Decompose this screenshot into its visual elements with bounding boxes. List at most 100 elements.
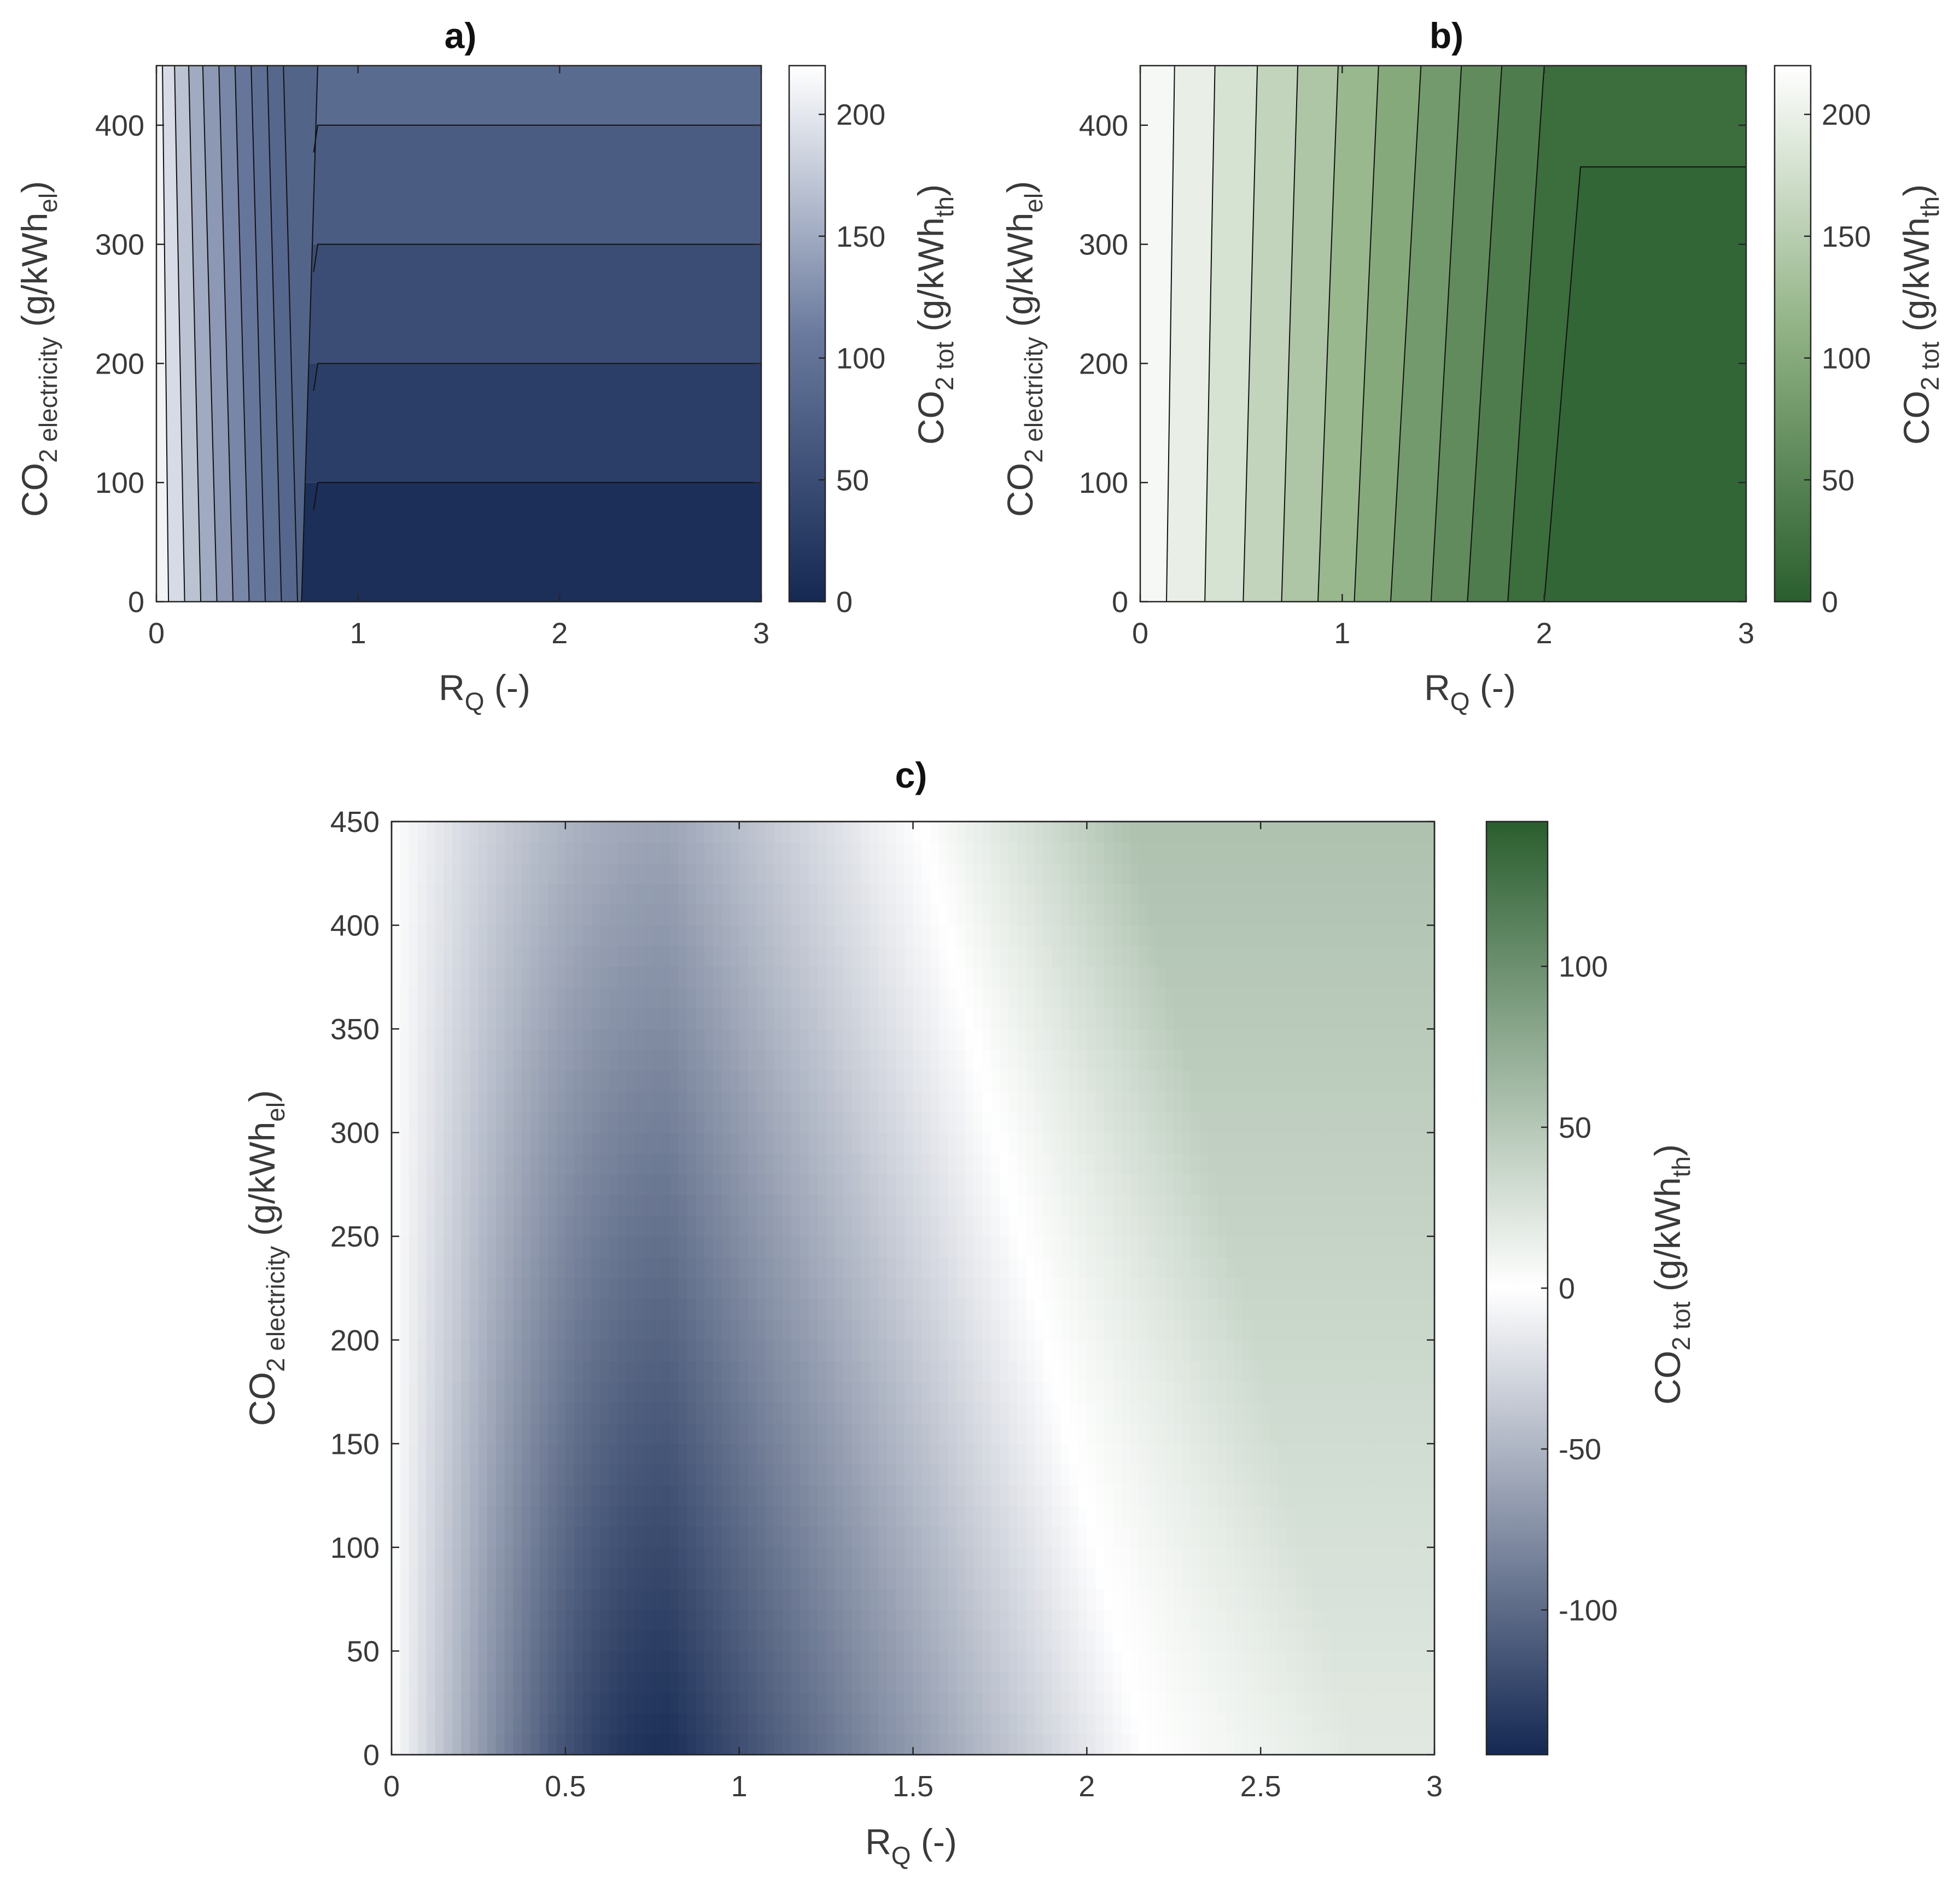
panel-c-heatmap-cell (870, 1070, 879, 1092)
panel-c-heatmap-cell (748, 1713, 757, 1734)
panel-c-heatmap-cell (756, 1464, 766, 1486)
panel-c-heatmap-cell (1226, 1029, 1235, 1050)
panel-c-heatmap-cell (1017, 1526, 1026, 1548)
panel-c-heatmap-cell (470, 1692, 479, 1714)
panel-c-heatmap-cell (1339, 1111, 1348, 1133)
panel-c-heatmap-cell (1069, 1568, 1079, 1590)
panel-c-heatmap-cell (835, 1547, 844, 1569)
panel-c-heatmap-cell (895, 1257, 905, 1278)
panel-c-heatmap-cell (1060, 1506, 1070, 1527)
panel-c-heatmap-cell (965, 1526, 975, 1548)
panel-c-heatmap-cell (1399, 1443, 1409, 1465)
panel-c-heatmap-cell (392, 925, 401, 947)
panel-c-heatmap-cell (392, 1588, 401, 1610)
panel-c-heatmap-cell (1000, 1029, 1009, 1050)
panel-c-heatmap-cell (522, 1547, 531, 1569)
panel-c-heatmap-cell (678, 1381, 687, 1403)
panel-c-heatmap-cell (435, 1153, 444, 1175)
panel-c-heatmap-cell (1052, 1215, 1061, 1237)
panel-c-heatmap-cell (791, 946, 801, 967)
panel-c-heatmap-cell (1417, 1070, 1426, 1092)
panel-c-heatmap-cell (392, 1195, 401, 1216)
panel-c-heatmap-cell (965, 1423, 975, 1444)
panel-c-heatmap-cell (870, 1360, 879, 1382)
panel-c-heatmap-cell (783, 1215, 792, 1237)
panel-c-heatmap-cell (1008, 1153, 1018, 1175)
panel-c-heatmap-cell (921, 1485, 931, 1506)
panel-c-heatmap-cell (574, 967, 584, 988)
panel-c-heatmap-cell (1008, 1029, 1018, 1050)
panel-c-heatmap-cell (765, 1195, 774, 1216)
panel-c-heatmap-cell (1000, 1340, 1009, 1361)
panel-c-heatmap-cell (939, 1692, 948, 1714)
panel-c-heatmap-cell (461, 1340, 470, 1361)
panel-c-heatmap-cell (1060, 1568, 1070, 1590)
panel-c-heatmap-cell (1261, 1464, 1270, 1486)
panel-c-heatmap-cell (1078, 1734, 1087, 1755)
panel-c-heatmap-cell (1373, 1402, 1383, 1424)
panel-c-heatmap-cell (1017, 1423, 1026, 1444)
panel-c-heatmap-cell (574, 1195, 584, 1216)
panel-c-heatmap-cell (1234, 1257, 1244, 1278)
panel-c-heatmap-cell (1373, 1360, 1383, 1382)
panel-c-heatmap-cell (826, 1547, 836, 1569)
panel-c-heatmap-cell (400, 1423, 410, 1444)
panel-c-heatmap-cell (739, 1526, 749, 1548)
panel-c-heatmap-cell (921, 1381, 931, 1403)
panel-c-heatmap-cell (1417, 1050, 1426, 1071)
panel-c-heatmap-cell (669, 1609, 679, 1631)
panel-c-heatmap-cell (1060, 1008, 1070, 1029)
panel-c-heatmap-cell (982, 1692, 992, 1714)
panel-c-heatmap-cell (661, 1464, 670, 1486)
panel-c-heatmap-cell (1174, 1464, 1183, 1486)
panel-c-heatmap-cell (1113, 1319, 1122, 1341)
panel-c-heatmap-cell (461, 1630, 470, 1652)
panel-c-heatmap-cell (435, 1672, 444, 1693)
panel-c-heatmap-cell (1034, 967, 1044, 988)
panel-c-heatmap-cell (1078, 1651, 1087, 1672)
panel-c-heatmap-cell (452, 1215, 462, 1237)
panel-c-heatmap-cell (1069, 1672, 1079, 1693)
panel-c-heatmap-cell (669, 1278, 679, 1299)
panel-c-heatmap-cell (713, 1360, 722, 1382)
panel-c-heatmap-cell (643, 1485, 653, 1506)
panel-c-heatmap-cell (1095, 1153, 1105, 1175)
panel-c-heatmap-cell (1078, 1111, 1087, 1133)
panel-c-heatmap-cell (886, 1506, 896, 1527)
panel-c-heatmap-cell (539, 1360, 549, 1382)
panel-c-heatmap-cell (487, 1070, 497, 1092)
panel-c-heatmap-cell (1269, 1423, 1279, 1444)
panel-c-heatmap-cell (678, 1174, 687, 1195)
panel-c-heatmap-cell (513, 1257, 522, 1278)
panel-c-heatmap-cell (556, 1630, 566, 1652)
panel-c-heatmap-cell (417, 1050, 427, 1071)
panel-c-heatmap-cell (1182, 1381, 1192, 1403)
panel-a-contour-line (234, 65, 250, 602)
panel-c-heatmap-cell (1069, 1423, 1079, 1444)
panel-c-heatmap-cell (669, 1651, 679, 1672)
panel-c-heatmap-cell (1000, 1713, 1009, 1734)
panel-c-heatmap-cell (1348, 946, 1357, 967)
panel-c-heatmap-cell (1330, 1630, 1339, 1652)
panel-c-heatmap-cell (774, 1257, 783, 1278)
panel-c-heatmap-cell (1069, 1360, 1079, 1382)
panel-c-heatmap-cell (965, 1672, 975, 1693)
panel-c-heatmap-cell (669, 1008, 679, 1029)
panel-c-heatmap-cell (1208, 1132, 1218, 1154)
panel-c-heatmap-cell (609, 1609, 618, 1631)
panel-c-heatmap-cell (1208, 967, 1218, 988)
panel-c-heatmap-cell (1382, 925, 1392, 947)
panel-c-heatmap-cell (721, 1257, 731, 1278)
panel-c-heatmap-cell (1008, 1734, 1018, 1755)
panel-c-heatmap-cell (1339, 1215, 1348, 1237)
panel-c-heatmap-cell (973, 1402, 983, 1424)
panel-c-heatmap-cell (956, 1174, 966, 1195)
panel-c-heatmap-cell (1312, 1340, 1322, 1361)
panel-c-heatmap-cell (1286, 1506, 1296, 1527)
panel-c-heatmap-cell (1217, 1236, 1227, 1257)
panel-c-heatmap-cell (652, 1340, 662, 1361)
panel-c-heatmap-cell (687, 1319, 696, 1341)
panel-c-heatmap-cell (939, 946, 948, 967)
panel-c-heatmap-cell (843, 1070, 853, 1092)
panel-c-heatmap-cell (870, 1174, 879, 1195)
